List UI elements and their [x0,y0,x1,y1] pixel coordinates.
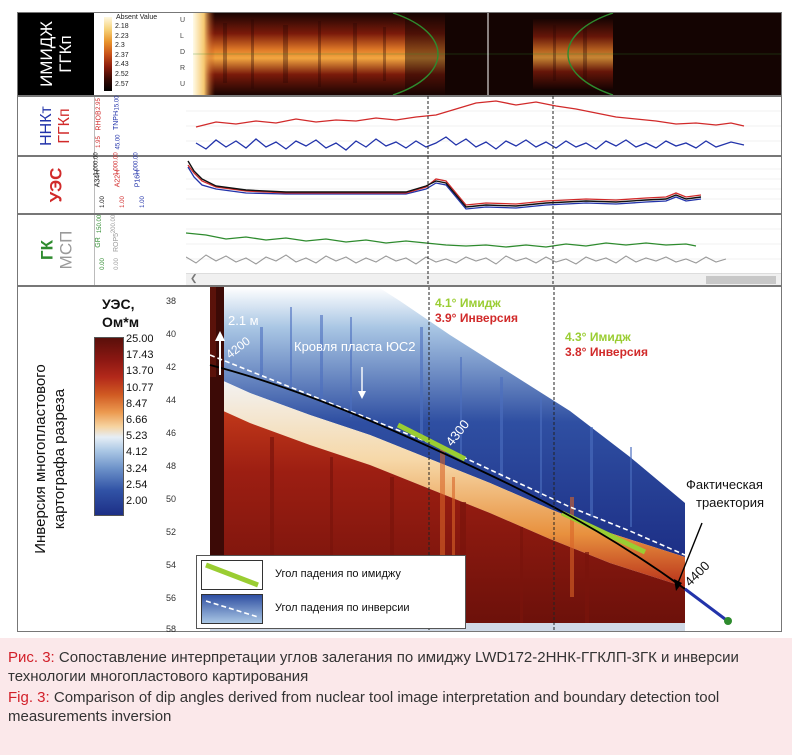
legend-value: 5.23 [126,430,148,443]
dip-legend-box: Угол падения по имиджу Угол падения по и… [196,555,466,629]
caption-en: Fig. 3: Comparison of dip angles derived… [8,688,784,726]
density-value: 2.23 [115,32,129,40]
inversion-side-label: Инверсия многопластового картографа разр… [18,287,82,631]
depth-tick: 56 [166,593,177,603]
side-letter: D [180,49,186,56]
inversion-label-line1: Инверсия многопластового [32,364,49,554]
gk-curves [186,228,781,265]
depth-tick: 38 [166,296,177,306]
density-colorbar [104,17,112,91]
thickness-annotation: 2.1 м [228,313,259,328]
image-dip-legend-label: Угол падения по имиджу [275,568,401,580]
side-letter: U [180,81,186,88]
legend-title-line2: Ом*м [102,314,140,330]
depth-tick: 54 [166,560,177,570]
density-image [193,13,781,95]
depth-tick: 42 [166,362,177,372]
density-value: 2.3 [115,42,125,50]
depth-axis: 38 40 42 44 46 48 50 52 54 56 58 [166,291,188,634]
inversion-label-line2: картографа разреза [51,388,68,530]
caption-en-label: Fig. 3: [8,689,50,706]
legend-value: 25.00 [126,333,154,345]
density-legend: Absent Value 2.18 2.23 2.3 2.37 2.43 2.5… [98,13,190,95]
inversion-dip-legend-label: Угол падения по инверсии [275,602,410,614]
legend-value: 3.24 [126,462,148,475]
density-value: 2.37 [115,51,129,59]
depth-tick: 44 [166,395,177,405]
legend-value: 8.47 [126,397,148,410]
image-track: ИМИДЖ ГГКп Absent Value 2.18 2.23 2.3 2.… [17,12,782,96]
legend-value: 10.77 [126,381,154,394]
resistivity-colorbar [94,337,124,516]
side-letter: L [180,33,184,40]
correlation-lines [427,96,554,290]
dip2-inversion-annotation: 3.8° Инверсия [565,345,648,359]
depth-tick: 40 [166,329,177,339]
image-track-label: ИМИДЖ ГГКп [18,13,94,95]
legend-value: 2.00 [126,495,148,508]
depth-tick: 50 [166,494,177,504]
caption-ru-label: Рис. 3: [8,649,55,666]
depth-tick: 58 [166,624,177,634]
caption-en-text: Comparison of dip angles derived from nu… [8,689,720,725]
uez-track: УЭС A34H A22H P16H 1.00 1,000.00 1.00 1,… [17,152,782,214]
density-value: 2.57 [115,80,129,88]
image-dip-swatch [201,560,263,590]
inversion-dip-swatch [201,594,263,624]
legend-value: 2.54 [126,478,148,491]
depth-tick: 46 [166,428,177,438]
caption-ru: Рис. 3: Сопоставление интерпретации угло… [8,648,784,686]
density-value: 2.43 [115,61,129,69]
scrollbar-thumb[interactable] [706,276,776,284]
resistivity-legend-title: УЭС, Ом*м [102,295,139,331]
legend-value: 13.70 [126,365,154,378]
legend-value: 4.12 [126,446,148,459]
legend-value: 17.43 [126,349,154,362]
trajectory-annotation-line1: Фактическая [686,477,763,492]
horizontal-scrollbar[interactable]: ❮ [186,273,781,285]
gk-track: ГК МСП GR ROP5 0.00 150.00 0.00 200.00 ❮ [17,214,782,286]
legend-title-line1: УЭС, [102,296,135,312]
density-value: 2.52 [115,70,129,78]
trajectory-annotation-line2: траектория [696,495,764,510]
dip1-image-annotation: 4.1° Имидж [435,296,501,310]
caption-ru-text: Сопоставление интерпретации углов залега… [8,649,739,685]
nnk-curves [186,100,781,151]
dip2-image-annotation: 4.3° Имидж [565,330,631,344]
figure-caption: Рис. 3: Сопоставление интерпретации угло… [0,638,792,755]
nnk-track: ННКт ГГКп RHOB TNPH 1.95 2.95 45.00 -15.… [17,95,782,156]
legend-value: 6.66 [126,414,148,427]
density-legend-title: Absent Value [116,14,158,21]
scroll-left-icon[interactable]: ❮ [190,273,198,283]
roof-annotation: Кровля пласта ЮС2 [294,339,416,354]
side-letter: U [180,17,186,24]
uez-curves [186,160,781,210]
dip1-inversion-annotation: 3.9° Инверсия [435,311,518,325]
side-letter: R [180,65,186,72]
density-value: 2.18 [115,23,129,30]
inversion-panel: Инверсия многопластового картографа разр… [17,286,782,634]
depth-tick: 52 [166,527,177,537]
depth-tick: 48 [166,461,177,471]
